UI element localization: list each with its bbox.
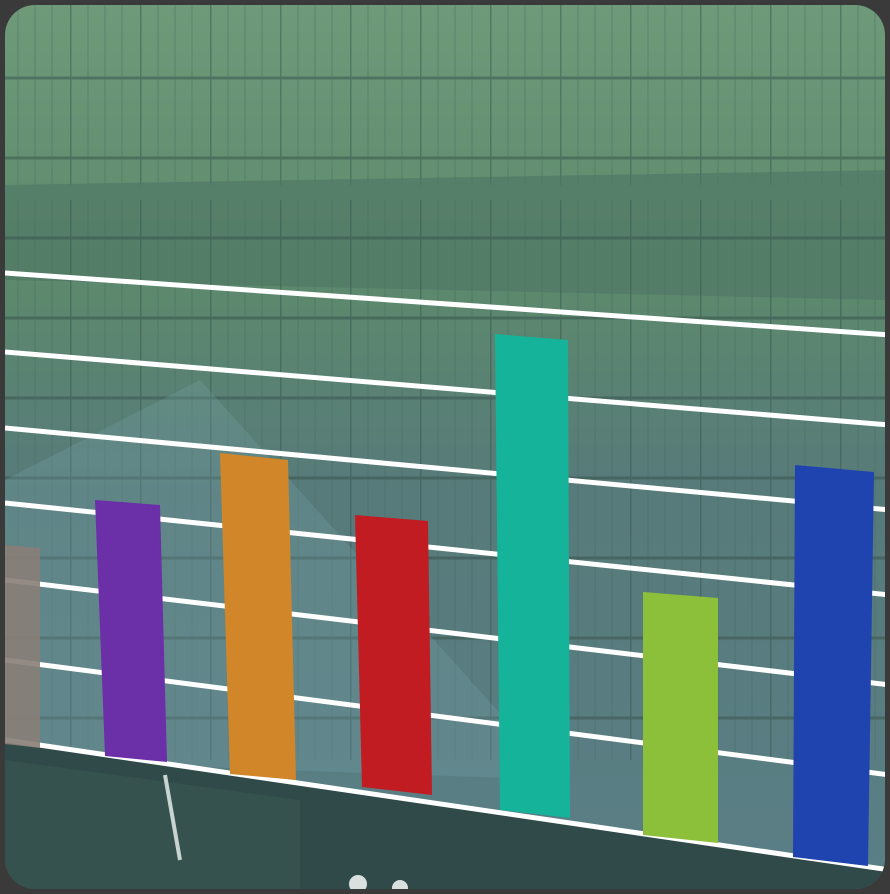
guide-line xyxy=(5,737,885,873)
bar xyxy=(220,453,296,780)
deck-light xyxy=(349,875,367,889)
bar xyxy=(5,545,40,748)
ship-hull xyxy=(5,760,300,889)
bar xyxy=(355,515,432,795)
bar xyxy=(95,500,167,762)
bar xyxy=(643,592,718,843)
bar xyxy=(495,334,570,818)
crane-arm xyxy=(163,774,182,861)
guide-line xyxy=(5,425,885,513)
bar xyxy=(793,465,874,866)
deck-light xyxy=(392,880,408,889)
guide-line xyxy=(5,349,885,428)
container-rows-back xyxy=(5,5,885,185)
guide-line xyxy=(5,270,885,338)
photo xyxy=(5,5,885,889)
